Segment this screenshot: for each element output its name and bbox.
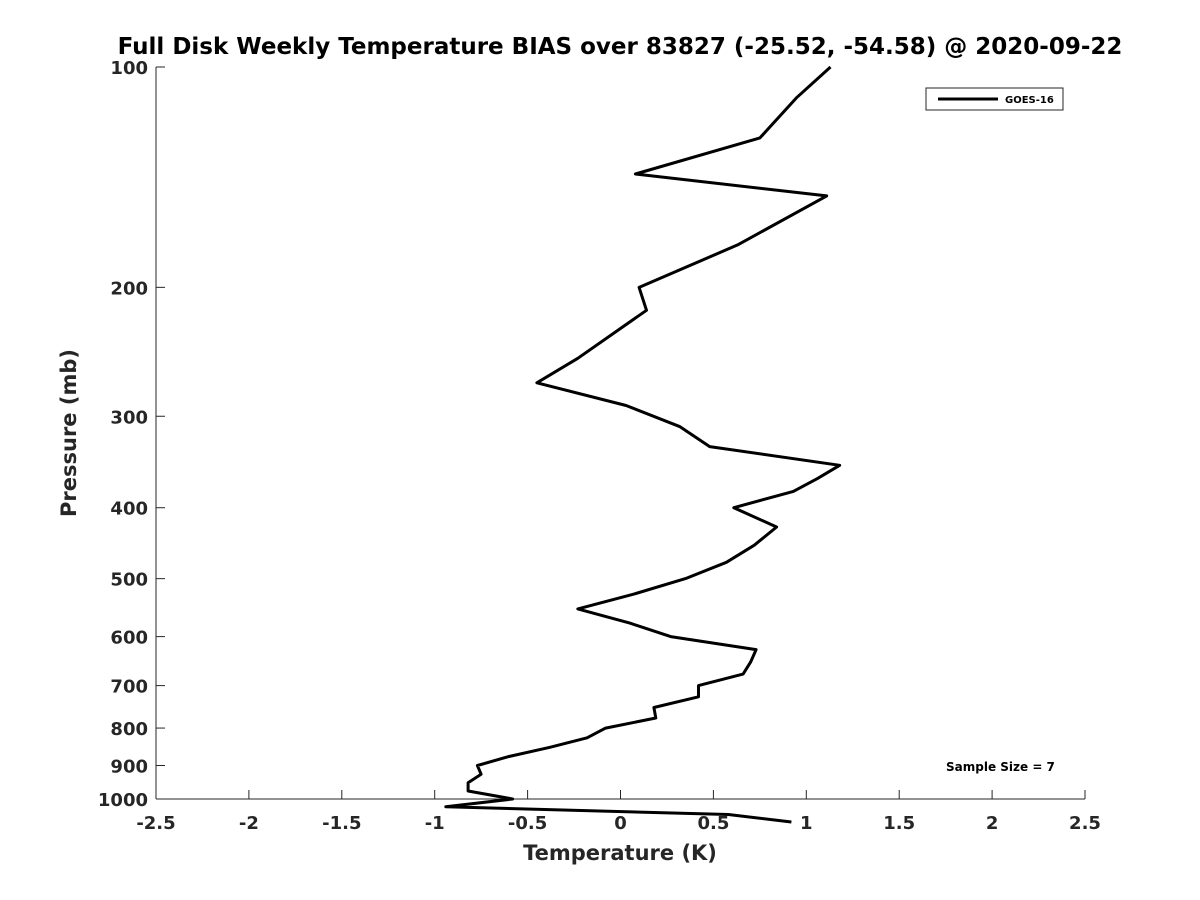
x-tick-label: -1.5 [322, 813, 361, 834]
y-tick-label: 200 [110, 278, 148, 299]
x-tick-group: -2.5 -2 -1.5 -1 -0.5 0 0.5 1 1.5 2 2.5 [136, 790, 1101, 834]
y-tick-label: 1000 [98, 790, 148, 811]
x-tick-label: 0.5 [697, 813, 729, 834]
legend-label-goes-16: GOES-16 [1005, 95, 1054, 106]
x-tick-label: 2.5 [1069, 813, 1101, 834]
x-tick-label: -2.5 [136, 813, 175, 834]
y-tick-label: 800 [110, 719, 148, 740]
x-tick-label: 1 [800, 813, 813, 834]
chart-title: Full Disk Weekly Temperature BIAS over 8… [118, 34, 1123, 60]
y-tick-label: 300 [110, 407, 148, 428]
y-tick-label: 600 [110, 628, 148, 649]
x-axis-label: Temperature (K) [523, 841, 717, 865]
y-tick-label: 700 [110, 677, 148, 698]
y-tick-label: 900 [110, 757, 148, 778]
x-tick-label: -0.5 [508, 813, 547, 834]
goes-16-series-line [444, 65, 842, 824]
x-tick-label: 2 [986, 813, 999, 834]
y-tick-group: 100 200 300 400 500 600 700 800 900 1000 [98, 58, 165, 811]
x-tick-label: 1.5 [883, 813, 915, 834]
y-tick-label: 500 [110, 570, 148, 591]
plot-area [156, 67, 1085, 799]
x-tick-label: 0 [614, 813, 627, 834]
y-axis-label: Pressure (mb) [57, 349, 81, 517]
y-tick-label: 100 [110, 58, 148, 79]
x-tick-label: -1 [425, 813, 445, 834]
x-tick-label: -2 [239, 813, 259, 834]
legend: GOES-16 [925, 87, 1064, 111]
y-tick-label: 400 [110, 499, 148, 520]
sample-size-annotation: Sample Size = 7 [946, 760, 1055, 774]
